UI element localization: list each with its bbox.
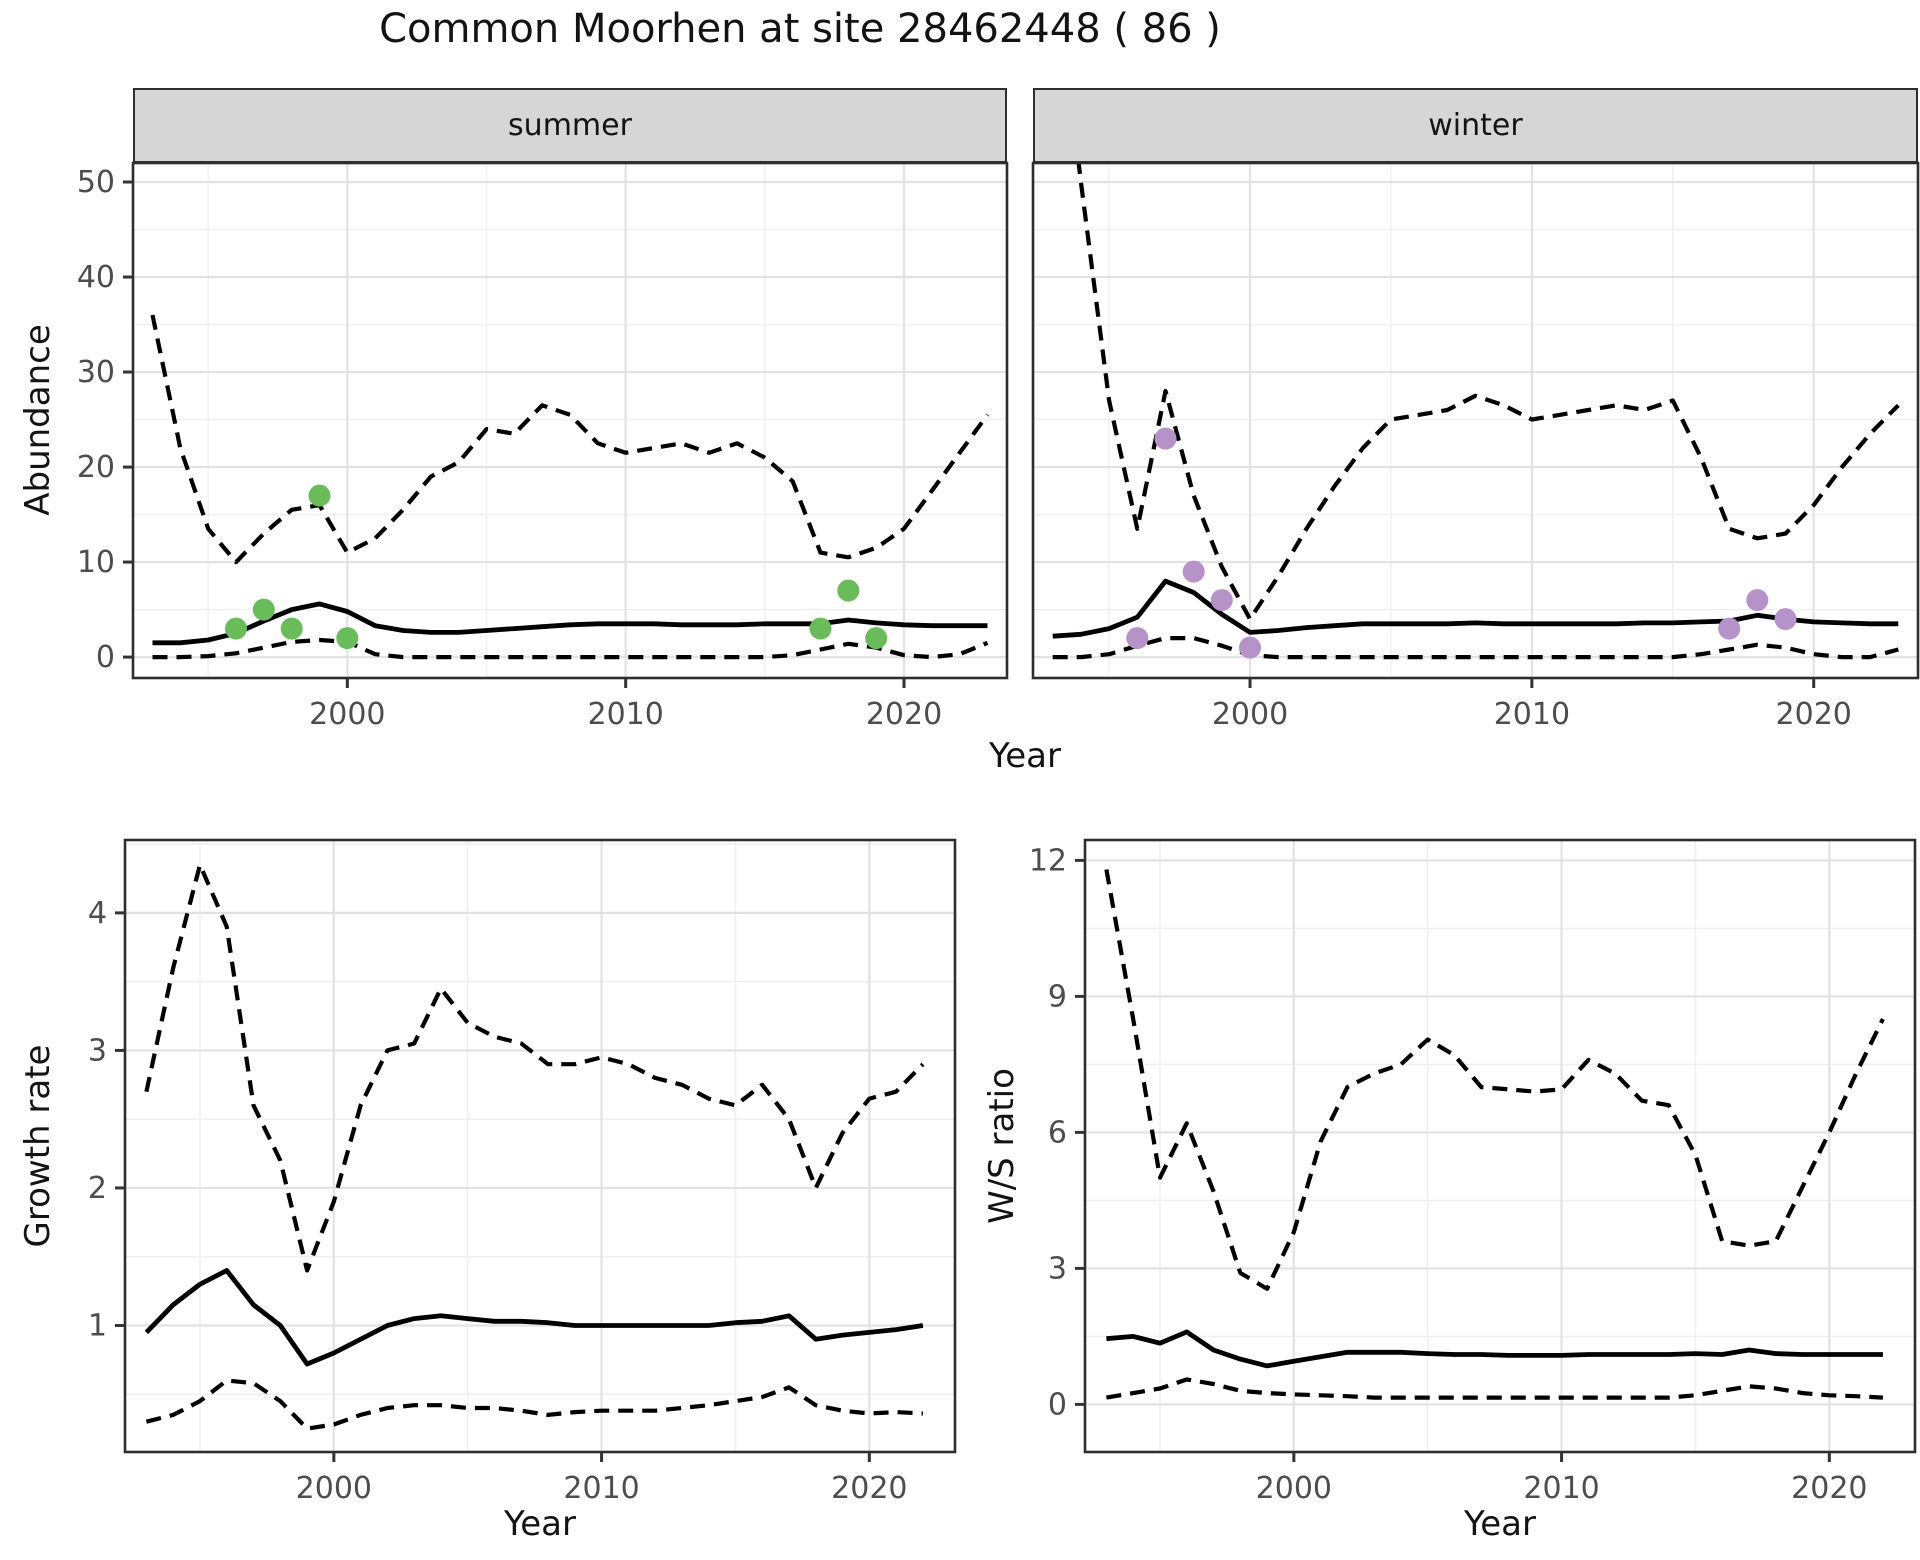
x-tick-label: 2020 [831, 1471, 907, 1506]
y-tick-label: 3 [88, 1033, 107, 1068]
y-tick-label: 6 [1048, 1115, 1067, 1150]
y-tick-label: 10 [77, 545, 115, 580]
y-tick-label: 0 [1048, 1387, 1067, 1422]
facet-strip-winter: winter [1033, 88, 1918, 163]
axis-ticks: 2000 2010 2020 [1212, 678, 1852, 732]
facet-label-winter: winter [1428, 108, 1523, 143]
y-tick-label: 30 [77, 355, 115, 390]
panel-abundance-summer: 2000 2010 2020 0 10 20 30 40 50 [77, 161, 1009, 732]
figure-title: Common Moorhen at site 28462448 ( 86 ) [379, 6, 1221, 52]
axis-ticks: 2000 2010 2020 0 3 6 9 12 [1029, 843, 1868, 1506]
series-upper-95-ci [1076, 163, 1900, 622]
y-axis-title-growth-rate: Growth rate [18, 1044, 58, 1248]
x-axis-title-year-growth: Year [504, 1504, 576, 1544]
series-median [1106, 1329, 1883, 1369]
series-lower-95-ci [152, 637, 989, 660]
x-tick-label: 2010 [1523, 1471, 1599, 1506]
observation-point [336, 627, 359, 650]
observation-point [308, 484, 331, 507]
x-tick-label: 2010 [563, 1471, 639, 1506]
y-tick-label: 50 [77, 165, 115, 200]
y-tick-label: 1 [88, 1308, 107, 1343]
y-tick-label: 4 [88, 896, 107, 931]
y-axis-title-abundance: Abundance [18, 324, 58, 516]
series-median [144, 1268, 924, 1367]
panel-abundance-winter: 2000 2010 2020 [1031, 161, 1920, 732]
series-median [152, 601, 988, 646]
axis-ticks: 2000 2010 2020 0 10 20 30 40 50 [77, 165, 942, 732]
y-axis-title-ws-ratio: W/S ratio [982, 1068, 1022, 1224]
data-layer [150, 314, 990, 660]
x-tick-label: 2000 [1256, 1471, 1332, 1506]
panel-background [1033, 163, 1918, 678]
observation-point [837, 579, 860, 602]
observation-point [225, 617, 247, 640]
panel-background [133, 163, 1007, 678]
x-axis-title-year-ws: Year [1464, 1504, 1536, 1544]
observation-point [252, 598, 275, 621]
panel-border [1083, 838, 1917, 1454]
observation-point [1210, 589, 1233, 612]
observation-points [1126, 427, 1797, 659]
y-tick-label: 0 [96, 640, 115, 675]
gridlines [125, 840, 955, 1452]
gridlines [1033, 163, 1918, 678]
y-tick-label: 20 [77, 450, 115, 485]
series-lower-95-ci [1052, 636, 1899, 660]
facet-strip-summer: summer [133, 88, 1007, 163]
observation-point [1746, 589, 1769, 612]
x-tick-label: 2020 [866, 697, 942, 732]
observation-point [809, 617, 832, 640]
gridlines [133, 163, 1007, 678]
observation-point [1126, 627, 1149, 650]
observation-point [280, 617, 303, 640]
x-tick-label: 2020 [1776, 697, 1852, 732]
panel-growth-rate: 2000 2010 2020 1 2 3 4 [88, 838, 957, 1506]
observation-point [1718, 617, 1741, 640]
y-tick-label: 40 [77, 260, 115, 295]
y-tick-label: 9 [1048, 979, 1067, 1014]
y-tick-label: 12 [1029, 843, 1067, 878]
observation-point [865, 627, 888, 650]
x-tick-label: 2000 [309, 697, 385, 732]
gridlines [1085, 840, 1915, 1452]
panel-w-s-ratio: 2000 2010 2020 0 3 6 9 12 [1029, 838, 1917, 1506]
series-upper-95-ci [150, 314, 990, 565]
x-tick-label: 2000 [1212, 697, 1288, 732]
x-tick-label: 2010 [587, 697, 663, 732]
panel-border [1031, 161, 1920, 680]
series-lower-95-ci [145, 1378, 924, 1431]
series-upper-95-ci [144, 862, 925, 1273]
series-median [1052, 578, 1899, 639]
observation-point [1774, 608, 1797, 631]
x-tick-label: 2000 [296, 1471, 372, 1506]
panel-border [131, 161, 1009, 680]
series-lower-95-ci [1106, 1377, 1884, 1400]
panel-border [123, 838, 957, 1454]
observation-points [225, 484, 888, 650]
x-axis-title-year-top: Year [989, 736, 1061, 776]
data-layer [1052, 163, 1900, 660]
facet-label-summer: summer [508, 108, 632, 143]
data-layer [144, 862, 925, 1431]
x-tick-label: 2010 [1494, 697, 1570, 732]
y-tick-label: 3 [1048, 1251, 1067, 1286]
panel-background [125, 840, 955, 1452]
observation-point [1182, 560, 1205, 583]
data-layer [1104, 869, 1885, 1400]
panel-background [1085, 840, 1915, 1452]
y-tick-label: 2 [88, 1171, 107, 1206]
series-upper-95-ci [1104, 869, 1885, 1291]
observation-point [1239, 636, 1261, 659]
x-tick-label: 2020 [1791, 1471, 1867, 1506]
observation-point [1154, 427, 1177, 450]
axis-ticks: 2000 2010 2020 1 2 3 4 [88, 896, 908, 1506]
